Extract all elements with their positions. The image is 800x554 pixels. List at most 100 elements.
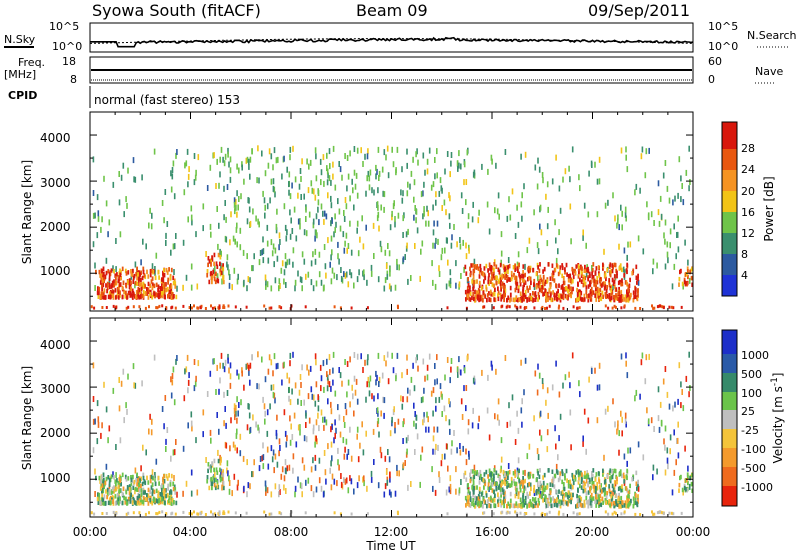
velocity-cell — [317, 405, 320, 412]
velocity-cell — [523, 512, 526, 516]
velocity-cell — [337, 459, 339, 466]
power-cell — [524, 151, 527, 158]
velocity-cell — [419, 481, 421, 488]
power-cell — [632, 290, 635, 295]
velocity-cell — [165, 473, 168, 479]
power-cell — [449, 222, 451, 229]
power-cell — [120, 275, 122, 281]
velocity-cell — [610, 501, 613, 507]
power-cell — [407, 278, 409, 285]
velocity-cell — [163, 495, 166, 500]
velocity-cell — [621, 416, 623, 423]
power-cell — [224, 200, 226, 206]
velocity-cell — [223, 391, 225, 398]
power-cell — [373, 253, 375, 259]
velocity-cell — [441, 393, 443, 400]
velocity-cell — [675, 459, 677, 466]
power-cell — [587, 298, 590, 303]
power-cell — [207, 256, 210, 261]
power-cell — [509, 277, 511, 282]
power-cell — [488, 262, 491, 267]
power-cell — [483, 279, 485, 284]
power-cell — [163, 294, 166, 299]
velocity-cell — [596, 492, 599, 498]
power-cell — [193, 304, 195, 308]
velocity-cell — [542, 487, 545, 492]
power-cell — [391, 146, 393, 153]
power-cell — [557, 271, 560, 277]
velocity-cell — [315, 359, 317, 366]
velocity-cell — [583, 474, 586, 479]
velocity-cell — [115, 472, 117, 479]
power-cell — [347, 173, 350, 180]
velocity-cell — [593, 484, 596, 490]
time-tick-0400: 04:00 — [173, 525, 208, 539]
power-cell — [227, 151, 229, 158]
power-cell — [576, 306, 579, 310]
velocity-cell — [104, 480, 107, 485]
power-cell — [98, 286, 101, 292]
power-cell — [545, 193, 547, 200]
velocity-cell — [524, 469, 526, 476]
velocity-cell — [456, 366, 459, 373]
power-cell — [651, 304, 653, 308]
power-cell — [171, 305, 174, 309]
velocity-cell — [101, 492, 103, 498]
velocity-cell — [511, 394, 514, 401]
power-cell — [113, 279, 115, 284]
velocity-cell — [116, 478, 118, 483]
velocity-cell — [97, 416, 100, 423]
velocity-cell — [185, 480, 188, 487]
power-cell — [620, 282, 623, 287]
velocity-cell — [527, 482, 529, 488]
power-cell — [627, 241, 629, 248]
velocity-cell — [239, 433, 242, 440]
velocity-cell — [401, 403, 404, 410]
velocity-cell — [99, 486, 102, 491]
velocity-cell — [487, 485, 490, 491]
velocity-cell — [625, 504, 628, 509]
velocity-cell — [478, 495, 481, 500]
velocity-cell — [584, 488, 586, 493]
power-cell — [119, 269, 122, 275]
power-cell — [497, 290, 500, 295]
velocity-cell — [448, 486, 451, 493]
power-cell — [642, 248, 645, 255]
power-cell — [268, 306, 271, 310]
power-cell — [686, 282, 688, 287]
power-cell — [144, 291, 147, 296]
velocity-cell — [551, 469, 554, 474]
velocity-cell — [426, 411, 428, 418]
power-cell — [119, 293, 121, 298]
power-cell — [262, 236, 264, 243]
velocity-cell — [483, 472, 486, 477]
power-cell — [154, 266, 156, 272]
power-cell — [237, 273, 239, 280]
power-cell — [482, 298, 484, 303]
velocity-cell — [465, 477, 468, 482]
freq-left-tick-bottom: 8 — [70, 73, 77, 86]
power-cb-tick-4: 4 — [741, 269, 748, 282]
power-cell — [109, 290, 112, 295]
velocity-cell — [163, 500, 166, 505]
power-cell — [292, 261, 294, 268]
velocity-cell — [533, 484, 536, 490]
velocity-cell — [648, 353, 650, 360]
power-cell — [169, 273, 172, 279]
velocity-cell — [438, 471, 440, 478]
velocity-cell — [556, 502, 558, 508]
velocity-cell — [465, 405, 467, 412]
velocity-cell — [281, 466, 284, 473]
power-cell — [568, 165, 570, 172]
power-cell — [332, 145, 335, 152]
power-cell — [497, 267, 500, 272]
power-cell — [480, 286, 483, 291]
power-cell — [522, 274, 525, 279]
velocity-cell — [396, 470, 398, 477]
velocity-cell — [456, 447, 458, 454]
velocity-cell — [402, 396, 404, 403]
velocity-cell — [362, 367, 364, 373]
power-cell — [580, 279, 583, 284]
velocity-cell — [167, 483, 170, 489]
power-cell — [102, 295, 105, 300]
